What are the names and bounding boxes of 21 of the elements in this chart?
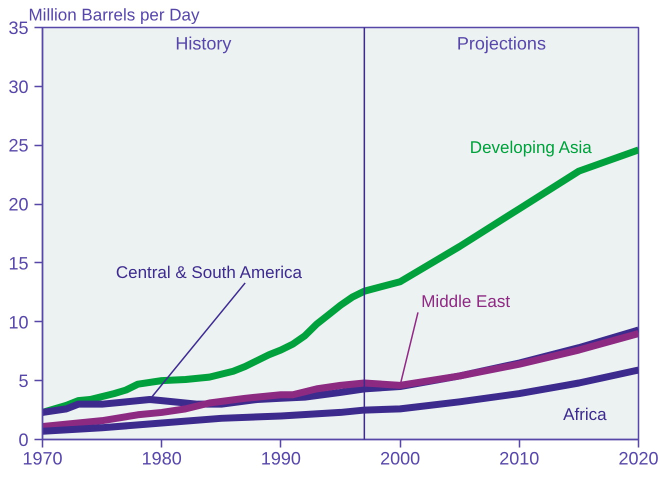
y-tick-label: 15 bbox=[8, 253, 29, 274]
x-tick-label: 1980 bbox=[142, 448, 182, 468]
annotation: Projections bbox=[456, 34, 546, 54]
y-tick-label: 30 bbox=[8, 76, 29, 97]
y-tick-label: 25 bbox=[8, 136, 29, 156]
y-tick-label: 20 bbox=[8, 194, 29, 215]
x-tick-label: 2010 bbox=[499, 448, 540, 468]
text: Middle East bbox=[421, 292, 510, 312]
x-tick-label: 1990 bbox=[260, 448, 301, 468]
y-axis-title: Million Barrels per Day bbox=[28, 6, 200, 24]
x-tick-label: 2020 bbox=[618, 448, 659, 468]
y-tick-label: 0 bbox=[18, 430, 29, 450]
annotation: History bbox=[175, 34, 232, 54]
y-tick-label: 35 bbox=[8, 18, 29, 38]
x-tick-label: 2000 bbox=[380, 448, 420, 468]
y-tick-label: 10 bbox=[8, 312, 29, 332]
series-label: Africa bbox=[563, 405, 608, 424]
x-tick-label: 1970 bbox=[22, 448, 63, 468]
text: Central & South America bbox=[116, 262, 303, 282]
y-tick-label: 5 bbox=[18, 371, 29, 392]
series-label: Developing Asia bbox=[470, 138, 592, 157]
